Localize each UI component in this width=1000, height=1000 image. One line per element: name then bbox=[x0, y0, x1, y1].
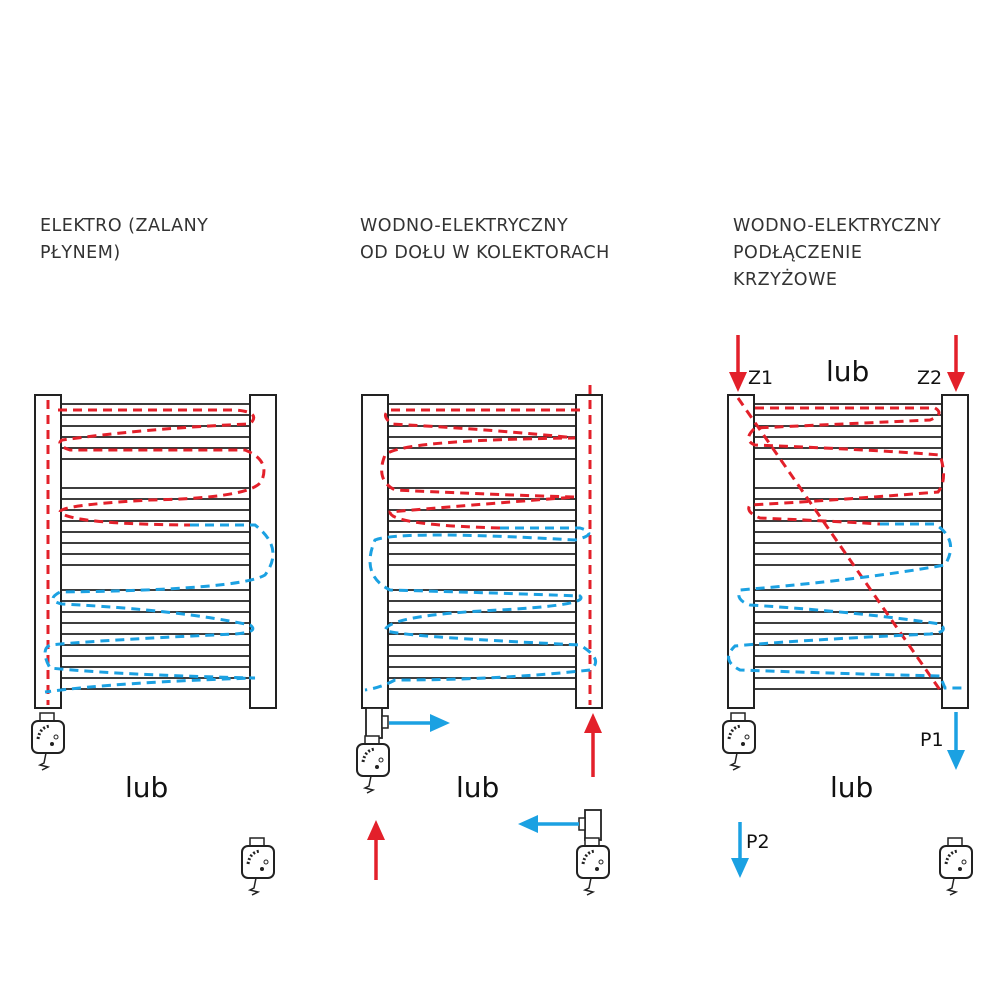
heater-dial-dots bbox=[361, 747, 376, 763]
arrow-head bbox=[430, 714, 450, 732]
heater-body bbox=[241, 845, 275, 879]
heater-dial-dots bbox=[36, 724, 51, 740]
valve-body bbox=[365, 707, 383, 739]
radiator-3 bbox=[727, 394, 969, 709]
t-valve bbox=[365, 707, 389, 739]
heating-element-4-icon bbox=[241, 837, 275, 896]
return-arrow-p1 bbox=[947, 712, 965, 770]
return-arrow-p2 bbox=[731, 822, 749, 878]
heater-dial-dots bbox=[944, 849, 959, 865]
heating-element-6-icon bbox=[939, 837, 973, 896]
heater-button bbox=[961, 859, 967, 865]
supply-flow-path bbox=[58, 408, 266, 527]
heater-button bbox=[595, 867, 599, 871]
heater-button bbox=[53, 734, 59, 740]
heater-dial-dots bbox=[246, 849, 261, 865]
panel-title-cross-connection: WODNO-ELEKTRYCZNY PODŁĄCZENIE KRZYŻOWE bbox=[733, 216, 942, 290]
heater-body bbox=[722, 720, 756, 754]
heater-body bbox=[576, 845, 610, 879]
heating-element-1-icon bbox=[31, 712, 65, 771]
return-flow-path bbox=[727, 522, 965, 690]
heater-dial-dots bbox=[727, 724, 742, 740]
arrow-head bbox=[947, 372, 965, 392]
heater-cable bbox=[728, 752, 742, 771]
heater-button bbox=[375, 765, 379, 769]
arrow-head bbox=[729, 372, 747, 392]
heater-cable bbox=[945, 877, 959, 896]
or-label-top: lub bbox=[826, 355, 869, 388]
arrow-head bbox=[367, 820, 385, 840]
return-flow-path bbox=[364, 526, 598, 692]
radiator-1 bbox=[34, 394, 277, 709]
heating-element-5-icon bbox=[722, 712, 756, 771]
heater-button bbox=[263, 859, 269, 865]
supply-flow-diagonal bbox=[736, 397, 942, 691]
t-valve bbox=[578, 809, 602, 841]
heater-body bbox=[31, 720, 65, 754]
label-p2: P2 bbox=[746, 831, 770, 853]
arrow-head bbox=[731, 858, 749, 878]
supply-arrow-z1 bbox=[729, 335, 747, 392]
heater-button bbox=[958, 867, 962, 871]
heater-button bbox=[260, 867, 264, 871]
heater-connector bbox=[364, 735, 380, 745]
heater-cable bbox=[247, 877, 261, 896]
return-outlet-arrow bbox=[389, 714, 450, 732]
right-collector bbox=[941, 394, 969, 709]
valve-outlet bbox=[578, 817, 586, 831]
heater-connector bbox=[249, 837, 265, 847]
supply-inlet-arrow bbox=[584, 713, 602, 777]
or-label-2: lub bbox=[456, 771, 499, 804]
panel-title-electric: ELEKTRO (ZALANY PŁYNEM) bbox=[40, 216, 209, 263]
heater-cable bbox=[582, 877, 596, 896]
heater-connector bbox=[39, 712, 55, 722]
supply-flow-path bbox=[380, 408, 580, 530]
label-z1: Z1 bbox=[748, 367, 773, 389]
heater-button bbox=[598, 859, 604, 865]
arrow-head bbox=[584, 713, 602, 733]
label-p1: P1 bbox=[920, 729, 944, 751]
return-flow-path bbox=[43, 523, 275, 694]
valve-outlet bbox=[381, 715, 389, 729]
valve-body bbox=[584, 809, 602, 841]
heater-button bbox=[378, 757, 384, 763]
heater-connector bbox=[584, 837, 600, 847]
label-z2: Z2 bbox=[917, 367, 942, 389]
heater-connector bbox=[947, 837, 963, 847]
heater-cable bbox=[362, 775, 376, 794]
left-collector bbox=[361, 394, 389, 709]
heater-button bbox=[744, 734, 750, 740]
or-label-3: lub bbox=[830, 771, 873, 804]
heating-element-3-icon bbox=[576, 837, 610, 896]
heater-body bbox=[939, 845, 973, 879]
heater-button bbox=[741, 742, 745, 746]
or-label-1: lub bbox=[125, 771, 168, 804]
supply-arrow-z2 bbox=[947, 335, 965, 392]
heater-button bbox=[50, 742, 54, 746]
heater-connector bbox=[730, 712, 746, 722]
arrow-head bbox=[947, 750, 965, 770]
panel-title-bottom-connection: WODNO-ELEKTRYCZNY OD DOŁU W KOLEKTORACH bbox=[360, 216, 610, 263]
left-collector bbox=[727, 394, 755, 709]
heater-body bbox=[356, 743, 390, 777]
arrow-head bbox=[518, 815, 538, 833]
heater-dial-dots bbox=[581, 849, 596, 865]
heater-cable bbox=[37, 752, 51, 771]
supply-flow-path bbox=[747, 406, 945, 526]
return-outlet-arrow-alt bbox=[518, 815, 579, 833]
supply-inlet-arrow-alt bbox=[367, 820, 385, 880]
heating-element-2-icon bbox=[356, 735, 390, 794]
